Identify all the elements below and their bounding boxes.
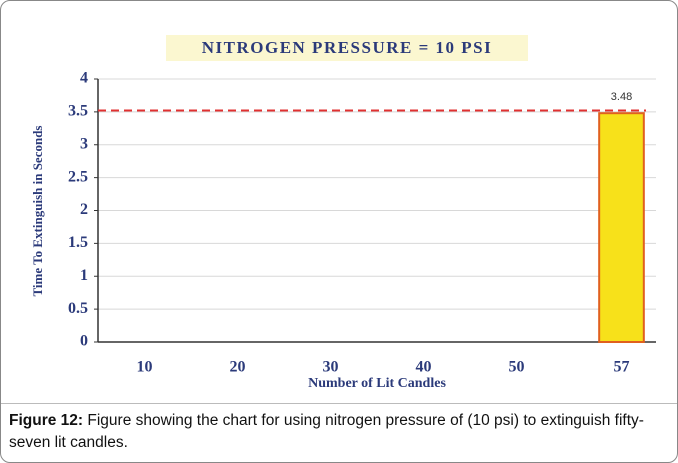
y-axis-label: Time To Extinguish in Seconds xyxy=(30,126,45,297)
x-tick-label: 30 xyxy=(323,359,339,376)
x-tick-label: 40 xyxy=(416,359,432,376)
y-tick-label: 2.5 xyxy=(68,168,88,185)
y-tick-label: 0 xyxy=(80,333,88,350)
y-tick-label: 1 xyxy=(80,267,88,284)
chart: NITROGEN PRESSURE = 10 PSI Time To Extin… xyxy=(30,35,656,391)
x-tick-label: 57 xyxy=(614,359,630,376)
x-tick-label: 50 xyxy=(509,359,525,376)
y-tick-label: 3.5 xyxy=(68,103,88,120)
y-tick-label: 0.5 xyxy=(68,300,88,317)
caption-text: Figure showing the chart for using nitro… xyxy=(9,412,644,451)
caption-label: Figure 12: xyxy=(9,412,84,429)
title-background xyxy=(166,35,528,61)
x-tick-label: 20 xyxy=(230,359,246,376)
y-tick-label: 2 xyxy=(80,201,88,218)
y-tick-label: 3 xyxy=(80,135,88,152)
caption: Figure 12: Figure showing the chart for … xyxy=(1,403,677,460)
x-tick-label: 10 xyxy=(137,359,153,376)
chart-title: NITROGEN PRESSURE = 10 PSI xyxy=(202,38,493,57)
y-tick-label: 1.5 xyxy=(68,234,88,251)
y-tick-label: 4 xyxy=(80,70,88,87)
x-axis-label: Number of Lit Candles xyxy=(308,376,446,391)
data-label: 3.48 xyxy=(611,91,632,103)
bar xyxy=(598,112,645,343)
